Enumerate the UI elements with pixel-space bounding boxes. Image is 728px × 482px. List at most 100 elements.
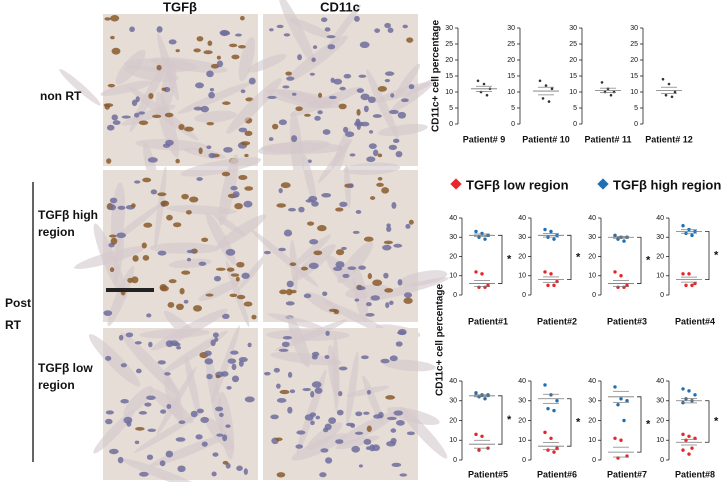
y-tick-label: 25 (630, 41, 638, 48)
legend-marker (450, 178, 462, 190)
cell-nucleus (206, 70, 214, 78)
data-point (690, 283, 694, 288)
cell-nucleus (367, 273, 372, 280)
cell-nucleus (204, 350, 212, 357)
scale-bar (106, 288, 154, 292)
cell-nucleus (230, 350, 239, 355)
data-point (483, 285, 487, 289)
fiber (247, 54, 287, 73)
cell-nucleus (365, 446, 371, 451)
data-point (673, 90, 677, 94)
cell-nucleus (234, 202, 243, 210)
row-label: TGFβ low region (38, 361, 93, 392)
y-tick-label: 10 (656, 437, 664, 444)
fiber (225, 260, 250, 327)
fiber (302, 153, 317, 204)
cell-nucleus (328, 95, 337, 100)
cell-nucleus (133, 112, 140, 118)
cell-nucleus (317, 92, 323, 98)
cell-nucleus (356, 109, 361, 116)
cell-nucleus (111, 114, 118, 121)
y-tick-label: 20 (630, 57, 638, 64)
cell-nucleus (363, 411, 370, 415)
fiber (154, 166, 167, 249)
cell-nucleus (308, 195, 318, 202)
micrographs (59, 0, 449, 482)
cell-nucleus (276, 203, 287, 208)
row-label: TGFβ high region (38, 208, 98, 239)
cell-nucleus (391, 202, 397, 209)
cell-nucleus (178, 420, 186, 424)
cell-nucleus (377, 176, 383, 181)
data-point (474, 391, 478, 395)
cell-nucleus (195, 434, 203, 440)
cell-nucleus (239, 15, 245, 21)
cell-nucleus (311, 381, 322, 388)
cell-nucleus (386, 226, 392, 232)
cell-nucleus (227, 358, 237, 364)
y-tick-label: 40 (656, 378, 664, 385)
y-tick-label: 30 (656, 234, 664, 241)
fiber (180, 157, 262, 177)
cell-nucleus (359, 41, 370, 49)
fiber (149, 434, 229, 467)
cell-nucleus (287, 371, 293, 378)
y-tick-label: 0 (511, 121, 515, 128)
cell-nucleus (339, 201, 348, 208)
data-point (690, 233, 694, 238)
cell-nucleus (164, 372, 171, 376)
cell-nucleus (205, 293, 214, 297)
y-tick-label: 30 (656, 398, 664, 405)
cell-nucleus (286, 76, 295, 81)
y-tick-label: 40 (588, 215, 596, 222)
cell-nucleus (335, 207, 344, 212)
cell-nucleus (396, 420, 405, 426)
cell-nucleus (302, 387, 312, 392)
data-point (693, 281, 697, 286)
cell-nucleus (356, 88, 364, 93)
cell-nucleus (401, 98, 409, 103)
y-tick-label: 30 (507, 25, 515, 32)
cell-nucleus (216, 55, 221, 60)
significance-mark: * (714, 249, 719, 261)
cell-nucleus (176, 345, 182, 350)
cell-nucleus (244, 130, 253, 136)
x-label: Patient#1 (468, 316, 508, 326)
cell-nucleus (219, 412, 224, 418)
cell-nucleus (389, 355, 398, 362)
cell-nucleus (148, 341, 153, 348)
fiber (362, 375, 383, 424)
cell-nucleus (386, 223, 391, 228)
y-tick-label: 40 (449, 378, 457, 385)
legend-marker (597, 178, 609, 190)
cell-nucleus (200, 416, 209, 424)
cell-nucleus (388, 144, 398, 150)
data-point (613, 270, 617, 274)
cell-nucleus (146, 454, 154, 460)
cell-nucleus (286, 280, 294, 288)
cell-nucleus (236, 261, 245, 268)
cell-nucleus (206, 145, 212, 150)
cell-nucleus (390, 437, 397, 445)
cell-nucleus (363, 438, 372, 445)
y-tick-label: 15 (445, 73, 453, 80)
cell-nucleus (363, 236, 374, 242)
cell-nucleus (160, 409, 167, 414)
cell-nucleus (342, 273, 350, 278)
cell-nucleus (338, 103, 347, 110)
column-title: CD11c (320, 0, 360, 14)
data-point (693, 393, 697, 397)
cell-nucleus (311, 354, 318, 360)
cell-nucleus (319, 472, 327, 478)
data-point (609, 93, 613, 97)
cell-nucleus (110, 14, 120, 22)
cell-nucleus (196, 177, 203, 181)
fiber (278, 0, 316, 66)
cell-nucleus (139, 471, 149, 477)
significance-bracket (567, 234, 572, 280)
cell-nucleus (106, 124, 115, 131)
cell-nucleus (366, 389, 372, 395)
cell-nucleus (234, 33, 242, 37)
cell-nucleus (336, 409, 344, 416)
cell-nucleus (244, 153, 249, 158)
